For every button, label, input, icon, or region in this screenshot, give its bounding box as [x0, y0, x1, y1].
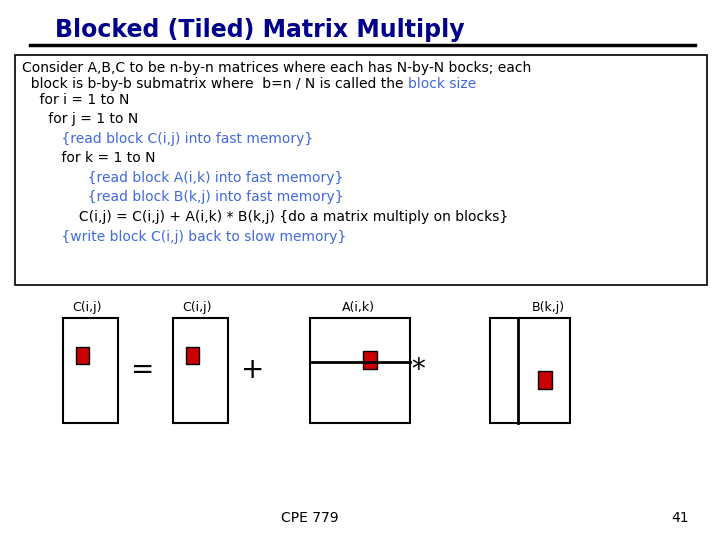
- Bar: [173, 318, 228, 422]
- Text: A(i,k): A(i,k): [342, 300, 375, 314]
- Bar: [15, 55, 707, 285]
- Text: Consider A,B,C to be n-by-n matrices where each has N-by-N bocks; each: Consider A,B,C to be n-by-n matrices whe…: [22, 61, 531, 75]
- Text: for i = 1 to N: for i = 1 to N: [22, 93, 130, 107]
- Text: 41: 41: [671, 511, 689, 525]
- Bar: [490, 318, 570, 422]
- Text: for j = 1 to N: for j = 1 to N: [22, 112, 138, 126]
- Text: *: *: [411, 356, 425, 384]
- Text: +: +: [241, 356, 265, 384]
- Text: for k = 1 to N: for k = 1 to N: [22, 152, 156, 165]
- Text: CPE 779: CPE 779: [282, 511, 339, 525]
- Bar: [63, 318, 117, 422]
- Text: {read block B(k,j) into fast memory}: {read block B(k,j) into fast memory}: [22, 191, 343, 205]
- Text: {read block C(i,j) into fast memory}: {read block C(i,j) into fast memory}: [22, 132, 313, 146]
- Text: B(k,j): B(k,j): [532, 300, 565, 314]
- Text: C(i,j): C(i,j): [72, 300, 102, 314]
- Text: block is b-by-b submatrix where  b=n / N is called the: block is b-by-b submatrix where b=n / N …: [22, 77, 408, 91]
- Text: =: =: [131, 356, 155, 384]
- Text: block size: block size: [408, 77, 476, 91]
- Bar: [186, 347, 199, 363]
- Text: Blocked (Tiled) Matrix Multiply: Blocked (Tiled) Matrix Multiply: [55, 18, 464, 42]
- Text: C(i,j): C(i,j): [182, 300, 212, 314]
- Bar: [76, 347, 89, 363]
- Text: {read block A(i,k) into fast memory}: {read block A(i,k) into fast memory}: [22, 171, 343, 185]
- Text: C(i,j) = C(i,j) + A(i,k) * B(k,j) {do a matrix multiply on blocks}: C(i,j) = C(i,j) + A(i,k) * B(k,j) {do a …: [22, 210, 508, 224]
- Text: {write block C(i,j) back to slow memory}: {write block C(i,j) back to slow memory}: [22, 230, 346, 244]
- Bar: [310, 318, 410, 422]
- Bar: [538, 371, 552, 389]
- Bar: [363, 351, 377, 369]
